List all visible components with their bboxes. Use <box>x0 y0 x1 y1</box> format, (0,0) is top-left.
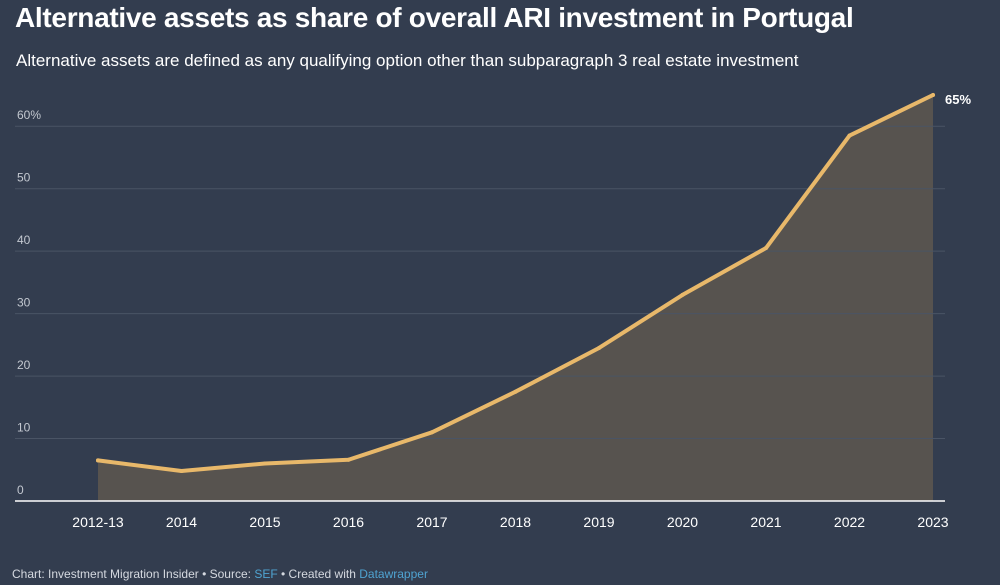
area-fill <box>98 95 933 501</box>
data-point <box>263 461 267 466</box>
x-tick-label: 2023 <box>917 514 948 530</box>
chart-footer: Chart: Investment Migration Insider • So… <box>12 567 428 581</box>
area-chart: 0 10 20 30 40 50 60% 2012-13 2014 2015 2016 2017 201… <box>15 92 971 530</box>
footer-created-with: • Created with <box>277 567 360 581</box>
chart-subtitle: Alternative assets are defined as any qu… <box>16 51 799 70</box>
x-tick-label: 2016 <box>333 514 364 530</box>
y-tick-label: 50 <box>17 171 31 185</box>
x-tick-label: 2021 <box>750 514 781 530</box>
x-tick-label: 2020 <box>667 514 698 530</box>
x-tick-label: 2015 <box>249 514 280 530</box>
y-tick-label: 40 <box>17 233 31 247</box>
y-tick-label: 10 <box>17 421 31 435</box>
data-point <box>931 93 935 97</box>
x-tick-label: 2022 <box>834 514 865 530</box>
x-tick-label: 2014 <box>166 514 197 530</box>
x-tick-label: 2012-13 <box>72 514 124 530</box>
data-point <box>430 430 434 435</box>
y-tick-label: 60% <box>17 108 41 122</box>
y-tick-label: 30 <box>17 296 31 310</box>
chart-title: Alternative assets as share of overall A… <box>15 2 854 33</box>
x-tick-label: 2018 <box>500 514 531 530</box>
data-point <box>513 389 518 394</box>
data-point <box>764 246 768 251</box>
data-point <box>96 458 100 463</box>
y-tick-label: 20 <box>17 358 31 372</box>
data-point <box>346 457 351 462</box>
data-point <box>847 133 852 138</box>
x-tick-label: 2019 <box>583 514 614 530</box>
data-point <box>179 469 184 474</box>
x-tick-label: 2017 <box>416 514 447 530</box>
data-point <box>680 292 685 297</box>
footer-credit: Chart: Investment Migration Insider • So… <box>12 567 255 581</box>
end-value-label: 65% <box>945 92 971 107</box>
datawrapper-link[interactable]: Datawrapper <box>359 567 428 581</box>
data-point <box>597 345 601 350</box>
source-link[interactable]: SEF <box>254 567 278 581</box>
y-tick-label: 0 <box>17 483 24 497</box>
